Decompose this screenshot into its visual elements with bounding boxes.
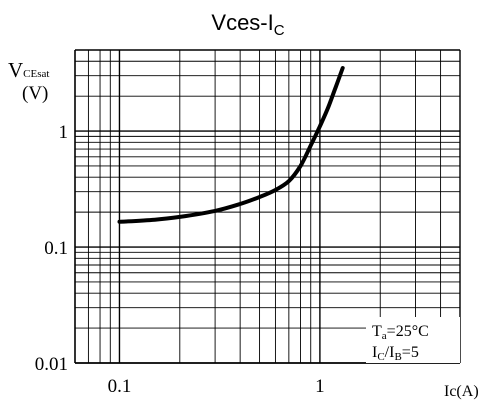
annotation-box bbox=[366, 317, 460, 363]
y-axis-label-main: V bbox=[8, 58, 23, 82]
grid bbox=[74, 49, 461, 364]
series-curve bbox=[117, 66, 345, 224]
chart-title-sub: C bbox=[274, 22, 285, 39]
y-tick-label: 0.01 bbox=[35, 354, 68, 375]
tick-labels: 0.1 1 0.01 0.1 1 bbox=[35, 122, 325, 397]
annotation-line-1: Ta=25°C bbox=[372, 323, 429, 342]
chart-title-main: Vces-I bbox=[211, 10, 273, 35]
y-axis-label-sub: CEsat bbox=[23, 68, 49, 80]
chart-title: Vces-IC bbox=[211, 10, 284, 39]
x-tick-label: 0.1 bbox=[108, 376, 132, 397]
x-tick-label: 1 bbox=[315, 376, 325, 397]
y-axis-label: VCEsat bbox=[8, 58, 49, 82]
y-tick-label: 0.1 bbox=[44, 238, 68, 259]
x-axis-label: Ic(A) bbox=[444, 383, 479, 400]
y-tick-label: 1 bbox=[59, 122, 69, 143]
y-axis-unit: (V) bbox=[22, 83, 48, 104]
annotation-line-2: IC/IB=5 bbox=[372, 344, 419, 363]
